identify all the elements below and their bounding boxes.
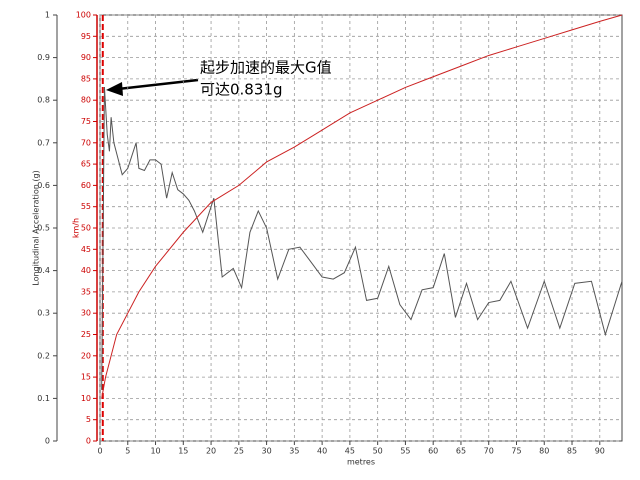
y2-tick-label: 40 — [81, 266, 91, 275]
x-tick-label: 80 — [539, 447, 549, 456]
y2-tick-label: 20 — [81, 351, 91, 360]
x-tick-label: 5 — [125, 447, 130, 456]
y-tick-label: 0.6 — [37, 181, 50, 190]
y2-tick-label: 100 — [76, 11, 91, 20]
y-tick-label: 0.4 — [37, 266, 50, 275]
y2-tick-label: 15 — [81, 373, 91, 382]
y2-tick-label: 55 — [81, 202, 91, 211]
y2-tick-label: 50 — [81, 224, 91, 233]
y-tick-label: 0.5 — [37, 224, 50, 233]
y2-tick-label: 95 — [81, 32, 91, 41]
x-tick-label: 20 — [206, 447, 216, 456]
annotation: 可达0.831g — [200, 81, 282, 99]
x-tick-label: 65 — [456, 447, 466, 456]
y-tick-label: 0.8 — [37, 96, 50, 105]
y2-tick-label: 30 — [81, 309, 91, 318]
y2-tick-label: 90 — [81, 53, 91, 62]
y2-tick-label: 25 — [81, 330, 91, 339]
y2-tick-label: 80 — [81, 96, 91, 105]
y2-tick-label: 60 — [81, 181, 91, 190]
x-tick-label: 55 — [400, 447, 410, 456]
arrow-head — [106, 82, 123, 96]
y2-tick-label: 35 — [81, 287, 91, 296]
y2-tick-label: 45 — [81, 245, 91, 254]
y-tick-label: 0.7 — [37, 138, 50, 147]
y2-tick-label: 10 — [81, 394, 91, 403]
x-tick-label: 50 — [373, 447, 383, 456]
y2-tick-label: 5 — [86, 415, 91, 424]
x-tick-label: 10 — [150, 447, 160, 456]
y-tick-label: 0 — [45, 437, 50, 446]
x-tick-label: 25 — [234, 447, 244, 456]
y-tick-label: 0.3 — [37, 309, 50, 318]
x-tick-label: 85 — [567, 447, 577, 456]
x-tick-label: 15 — [178, 447, 188, 456]
y-tick-label: 0.2 — [37, 351, 50, 360]
x-tick-label: 60 — [428, 447, 438, 456]
x-tick-label: 75 — [511, 447, 521, 456]
y2-tick-label: 85 — [81, 74, 91, 83]
y2-tick-label: 65 — [81, 160, 91, 169]
arrow-line — [117, 78, 199, 91]
y2-tick-label: 0 — [86, 437, 91, 446]
y2-tick-label: 70 — [81, 138, 91, 147]
x-tick-label: 0 — [97, 447, 102, 456]
annotation: 起步加速的最大G值 — [200, 59, 332, 77]
x-tick-label: 40 — [317, 447, 327, 456]
x-tick-label: 70 — [484, 447, 494, 456]
series-line — [101, 86, 623, 390]
y-tick-label: 0.1 — [37, 394, 50, 403]
y-tick-label: 0.9 — [37, 53, 50, 62]
x-tick-label: 45 — [345, 447, 355, 456]
x-tick-label: 90 — [595, 447, 605, 456]
y2-axis-label: km/h — [72, 218, 81, 238]
series-line — [101, 14, 623, 399]
x-axis-label: metres — [347, 458, 375, 467]
y2-tick-label: 75 — [81, 117, 91, 126]
y-tick-label: 1 — [45, 11, 50, 20]
y-axis-label: Longitudinal Acceleration (g) — [32, 170, 41, 285]
x-tick-label: 30 — [262, 447, 272, 456]
x-tick-label: 35 — [289, 447, 299, 456]
